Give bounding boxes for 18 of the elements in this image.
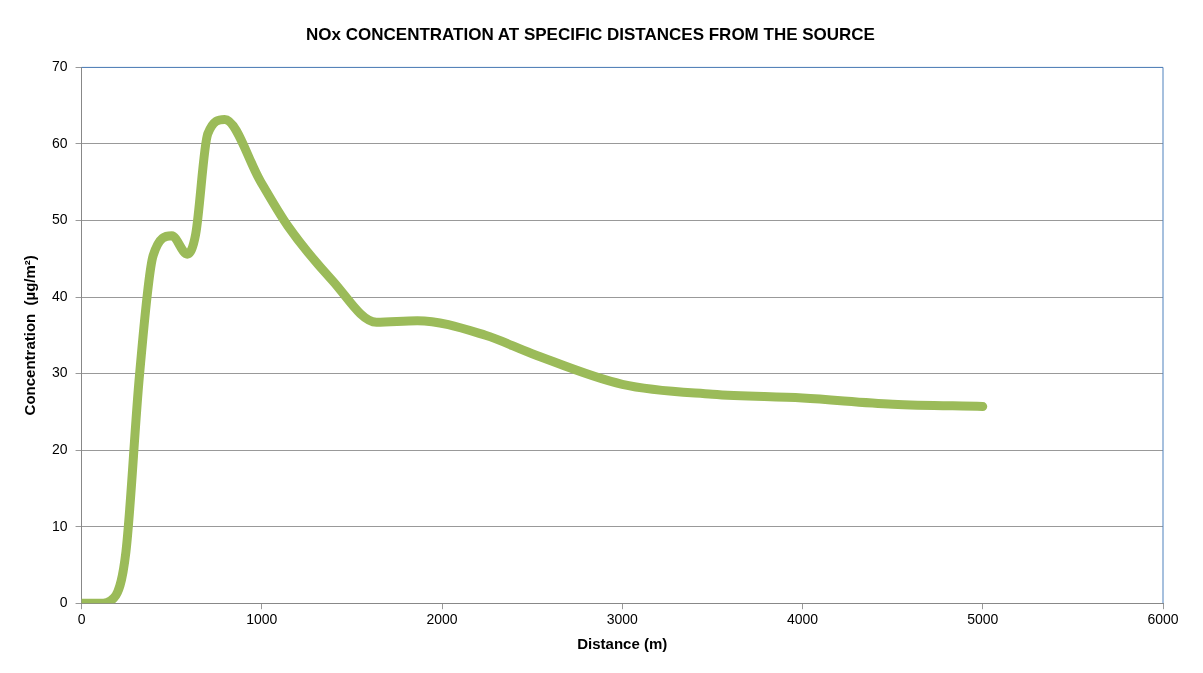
x-tick-label: 5000 — [967, 611, 999, 628]
y-tick-label: 40 — [51, 287, 68, 304]
y-tick-label: 70 — [51, 58, 68, 75]
x-tick-label: 2000 — [426, 611, 458, 628]
y-tick-label: 0 — [59, 594, 68, 611]
y-tick-label: 20 — [51, 440, 68, 457]
y-tick-label: 50 — [51, 211, 68, 228]
y-tick-label: 10 — [51, 517, 68, 534]
x-tick-label: 6000 — [1147, 611, 1179, 628]
x-tick-label: 1000 — [246, 611, 278, 628]
y-axis-title: Concentration (µg/m²) — [21, 255, 39, 416]
y-tick-label: 60 — [51, 134, 68, 151]
x-tick-label: 3000 — [606, 611, 639, 628]
x-tick-label: 0 — [77, 611, 86, 628]
x-axis-title: Distance (m) — [577, 635, 668, 653]
chart-title: NOx CONCENTRATION AT SPECIFIC DISTANCES FROM THE SOURCE — [306, 24, 875, 44]
x-tick-label: 4000 — [786, 611, 819, 628]
y-tick-label: 30 — [51, 364, 68, 381]
